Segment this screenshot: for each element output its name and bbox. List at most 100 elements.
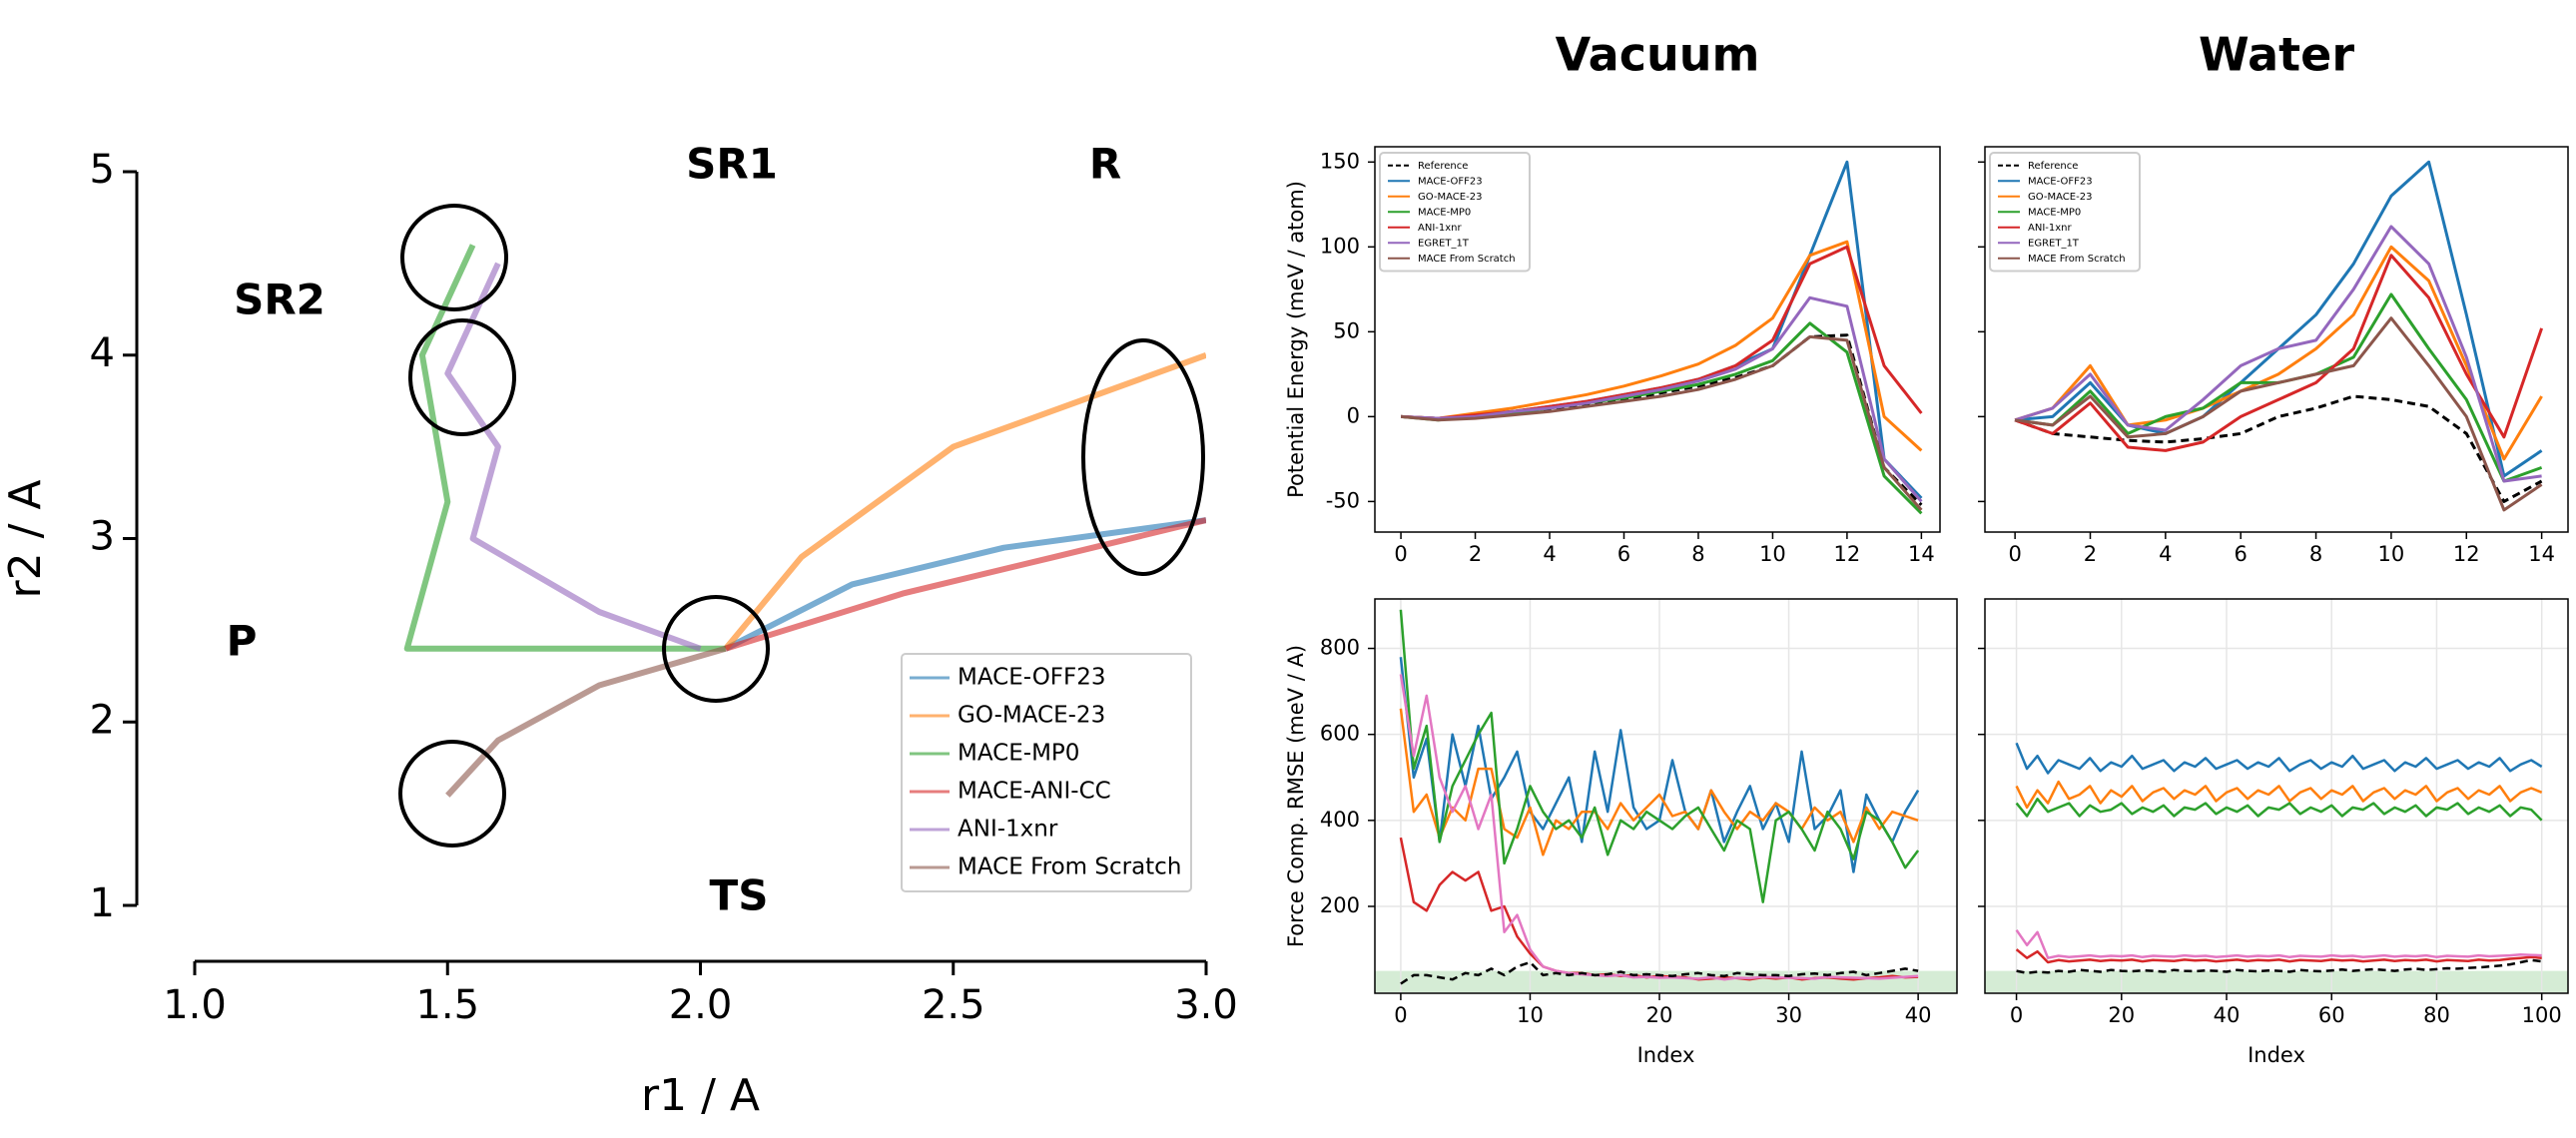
legend-label: MACE-MP0 (2028, 207, 2081, 218)
x-tick-label: 40 (2214, 1003, 2241, 1027)
x-tick-label: 1.5 (415, 982, 479, 1028)
annotation: SR2 (234, 276, 325, 324)
series-line (2016, 958, 2542, 975)
series-line (2015, 742, 2543, 775)
panel: 0 2 4 6 8 10 12 14 Water Reference MACE-OFF23 GO-MA… (1978, 28, 2569, 566)
x-tick-label: 100 (2522, 1003, 2562, 1027)
legend-label: Reference (1418, 161, 1468, 172)
region-circle (398, 740, 506, 848)
series-line (723, 351, 1206, 651)
series-line (2015, 798, 2543, 822)
y-tick-label: 200 (1320, 893, 1360, 917)
legend-label: MACE-ANI-CC (958, 779, 1111, 805)
series-line (2015, 780, 2543, 810)
x-tick-label: 2.5 (922, 982, 985, 1028)
x-tick-label: 2 (1469, 542, 1482, 566)
x-tick-label: 10 (1517, 1003, 1544, 1027)
panel: 0 20 40 60 80 100 Index (1978, 598, 2569, 1067)
legend-label: ANI-1xnr (2028, 223, 2072, 234)
legend-label: MACE-OFF23 (2028, 176, 2093, 187)
series-line (1401, 295, 1923, 503)
x-tick-label: 3.0 (1174, 982, 1238, 1028)
x-tick-label: 0 (1394, 542, 1407, 566)
legend-box (1989, 152, 2141, 273)
y-tick-label: 4 (90, 330, 115, 376)
series-line (1400, 960, 1919, 985)
legend-label: MACE-OFF23 (1418, 176, 1483, 187)
series-line (2014, 254, 2544, 452)
legend-label: Reference (2028, 161, 2078, 172)
x-tick-label: 10 (2378, 542, 2405, 566)
series-line (2014, 394, 2543, 503)
region-circle (1081, 338, 1205, 576)
series-line (444, 262, 702, 652)
x-tick-label: 14 (1908, 542, 1935, 566)
series-line (724, 517, 1206, 652)
x-tick-label: 80 (2423, 1003, 2450, 1027)
series-line (724, 517, 1206, 652)
x-tick-label: 6 (1617, 542, 1630, 566)
series-line (2014, 316, 2543, 512)
x-tick-label: 14 (2528, 542, 2555, 566)
x-tick-label: 12 (2453, 542, 2480, 566)
series-line (2015, 928, 2542, 959)
legend-label: GO-MACE-23 (958, 703, 1105, 729)
series-line (1401, 240, 1923, 452)
x-axis-label: Index (2248, 1043, 2305, 1067)
plot-frame (1984, 146, 2569, 533)
annotation: SR1 (686, 140, 778, 189)
x-tick-label: 30 (1775, 1003, 1802, 1027)
panel: 1 2 3 4 5 1.0 1.5 2.0 2.5 3.0 r1 / A r2 / A SR1 R SR2 P… (0, 140, 1238, 1122)
series-line (2014, 245, 2543, 461)
series-line (1401, 333, 1923, 506)
x-tick-label: 4 (2159, 542, 2172, 566)
panel-title: Water (2199, 28, 2354, 82)
x-tick-label: 60 (2318, 1003, 2345, 1027)
y-tick-label: 0 (1347, 403, 1360, 427)
x-axis-label: r1 / A (641, 1070, 760, 1121)
legend-label: MACE From Scratch (2028, 254, 2126, 265)
y-tick-label: 150 (1320, 149, 1360, 173)
y-tick-label: 800 (1320, 636, 1360, 660)
y-tick-label: 5 (90, 147, 115, 193)
y-tick-label: 100 (1320, 234, 1360, 258)
shaded-band (1375, 970, 1957, 993)
x-tick-label: 40 (1905, 1003, 1932, 1027)
series-line (1399, 674, 1919, 981)
legend-label: GO-MACE-23 (2028, 192, 2092, 203)
region-circle (400, 204, 508, 311)
annotation: R (1089, 140, 1121, 189)
legend-box (901, 653, 1192, 892)
legend-label: MACE From Scratch (958, 854, 1181, 880)
series-line (2014, 225, 2542, 483)
x-tick-label: 6 (2235, 542, 2248, 566)
series-line (403, 244, 726, 652)
legend-label: MACE-MP0 (958, 741, 1079, 767)
legend-label: MACE-OFF23 (958, 665, 1106, 691)
panel: 200 400 600 800 0 10 20 30 40 Index Force Comp. RM… (1284, 598, 1958, 1067)
region-circle (662, 595, 770, 703)
x-tick-label: 20 (2108, 1003, 2135, 1027)
y-tick-label: 600 (1320, 722, 1360, 746)
x-tick-label: 2.0 (669, 982, 733, 1028)
legend-label: EGRET_1T (1418, 238, 1470, 249)
x-tick-label: 2 (2084, 542, 2097, 566)
region-circle (408, 318, 516, 436)
series-line (445, 645, 727, 798)
x-tick-label: 10 (1759, 542, 1786, 566)
legend-label: MACE-MP0 (1418, 207, 1471, 218)
legend-label: ANI-1xnr (1418, 223, 1462, 234)
legend-box (1379, 152, 1531, 273)
legend-label: MACE From Scratch (1418, 254, 1516, 265)
annotation: TS (710, 871, 769, 920)
y-tick-label: -50 (1326, 488, 1360, 512)
legend-label: EGRET_1T (2028, 238, 2080, 249)
y-tick-label: 1 (90, 880, 115, 926)
plot-frame (1984, 598, 2569, 994)
panel-title: Vacuum (1556, 28, 1760, 82)
shaded-band (1985, 970, 2568, 993)
y-axis-label: r2 / A (0, 480, 51, 599)
x-tick-label: 4 (1543, 542, 1556, 566)
series-line (1400, 334, 1923, 511)
